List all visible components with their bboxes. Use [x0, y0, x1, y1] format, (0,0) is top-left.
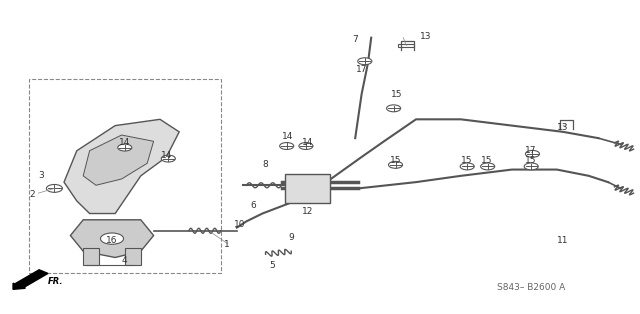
- Circle shape: [100, 233, 124, 244]
- Circle shape: [358, 58, 372, 65]
- Circle shape: [299, 143, 313, 149]
- Bar: [29, 78, 221, 273]
- Text: 11: 11: [557, 236, 569, 245]
- Text: 10: 10: [234, 220, 246, 229]
- Text: 17: 17: [356, 65, 367, 73]
- Circle shape: [460, 163, 474, 170]
- Circle shape: [118, 144, 132, 151]
- Circle shape: [280, 143, 294, 149]
- Text: 15: 15: [461, 156, 473, 165]
- Bar: [285, 174, 330, 203]
- Text: 15: 15: [391, 90, 403, 99]
- Text: 13: 13: [557, 123, 569, 132]
- Text: S843– B2600 A: S843– B2600 A: [497, 283, 565, 292]
- Text: 2: 2: [29, 190, 35, 199]
- Text: 5: 5: [269, 261, 275, 270]
- Text: FR.: FR.: [48, 277, 63, 285]
- Text: 3: 3: [39, 171, 44, 180]
- Text: 15: 15: [525, 156, 537, 165]
- Text: 1: 1: [225, 241, 230, 249]
- Circle shape: [161, 155, 175, 162]
- Text: 17: 17: [525, 146, 537, 155]
- Text: 14: 14: [282, 132, 294, 141]
- Text: 13: 13: [420, 32, 431, 41]
- Text: 7: 7: [353, 35, 358, 44]
- Text: 15: 15: [390, 156, 401, 165]
- Text: 6: 6: [250, 201, 255, 210]
- Polygon shape: [83, 135, 154, 185]
- Text: 4: 4: [122, 256, 127, 265]
- Polygon shape: [64, 119, 179, 214]
- Text: 14: 14: [119, 138, 131, 147]
- Bar: [125, 248, 141, 265]
- Circle shape: [388, 161, 403, 168]
- Polygon shape: [70, 220, 154, 257]
- Text: 15: 15: [481, 156, 492, 165]
- Text: 12: 12: [301, 208, 313, 216]
- Text: 9: 9: [289, 233, 294, 241]
- Text: 14: 14: [161, 151, 172, 160]
- Text: 8: 8: [263, 160, 268, 169]
- Circle shape: [524, 163, 538, 170]
- Bar: [398, 44, 415, 47]
- Circle shape: [47, 184, 63, 192]
- FancyArrow shape: [13, 270, 48, 289]
- Circle shape: [525, 150, 540, 157]
- Circle shape: [387, 105, 401, 112]
- Text: 14: 14: [301, 138, 313, 147]
- Bar: [83, 248, 99, 265]
- Circle shape: [481, 163, 495, 170]
- Text: 16: 16: [106, 236, 118, 245]
